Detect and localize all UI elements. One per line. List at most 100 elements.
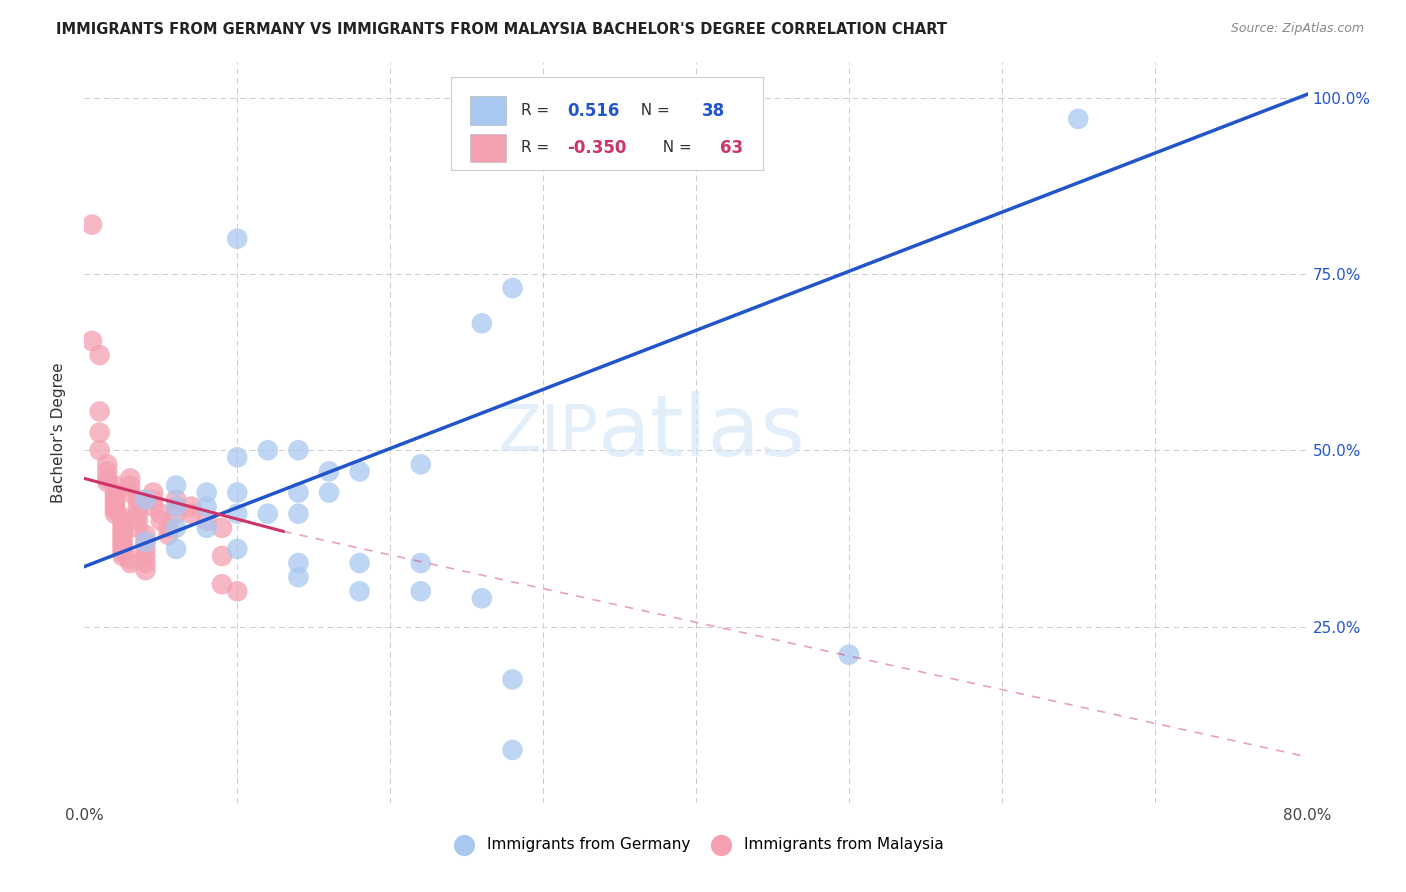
Point — [96, 464, 118, 478]
Point — [120, 552, 142, 566]
Text: R =: R = — [522, 140, 554, 155]
Point — [135, 492, 157, 507]
Point — [409, 556, 432, 570]
Point — [80, 334, 103, 348]
Point — [96, 458, 118, 472]
Point — [502, 743, 524, 757]
Point — [195, 514, 218, 528]
Text: -0.350: -0.350 — [568, 138, 627, 157]
Point — [111, 524, 134, 539]
Point — [135, 535, 157, 549]
Point — [226, 584, 249, 599]
Point — [471, 316, 494, 330]
Point — [120, 478, 142, 492]
Point — [120, 471, 142, 485]
Point — [111, 514, 134, 528]
Point — [89, 425, 111, 440]
Point — [135, 535, 157, 549]
Point — [502, 281, 524, 295]
Point — [195, 521, 218, 535]
Point — [135, 563, 157, 577]
Point — [149, 514, 172, 528]
Point — [502, 673, 524, 687]
Point — [104, 507, 127, 521]
FancyBboxPatch shape — [470, 96, 506, 125]
Point — [211, 577, 233, 591]
Point — [135, 541, 157, 556]
Point — [111, 532, 134, 546]
Text: Source: ZipAtlas.com: Source: ZipAtlas.com — [1230, 22, 1364, 36]
Text: 63: 63 — [720, 138, 744, 157]
Point — [195, 500, 218, 514]
Point — [127, 514, 149, 528]
Point — [142, 492, 165, 507]
Text: R =: R = — [522, 103, 554, 118]
Point — [104, 503, 127, 517]
Point — [287, 507, 309, 521]
Point — [142, 500, 165, 514]
Point — [111, 535, 134, 549]
Point — [104, 478, 127, 492]
Point — [180, 507, 202, 521]
Point — [257, 443, 280, 458]
Point — [471, 591, 494, 606]
Point — [157, 521, 180, 535]
Point — [287, 556, 309, 570]
Point — [104, 492, 127, 507]
Point — [111, 521, 134, 535]
Point — [180, 500, 202, 514]
Point — [104, 500, 127, 514]
Point — [135, 528, 157, 542]
Point — [257, 507, 280, 521]
Text: 38: 38 — [702, 102, 725, 120]
Point — [111, 545, 134, 559]
Point — [96, 471, 118, 485]
Point — [654, 140, 676, 154]
FancyBboxPatch shape — [470, 134, 506, 161]
Point — [349, 464, 371, 478]
Point — [838, 648, 860, 662]
Point — [409, 584, 432, 599]
Point — [89, 348, 111, 362]
Text: atlas: atlas — [598, 391, 806, 475]
Point — [111, 510, 134, 524]
Point — [89, 443, 111, 458]
Point — [165, 507, 187, 521]
Point — [165, 521, 187, 535]
Point — [135, 556, 157, 570]
Point — [127, 500, 149, 514]
Text: N =: N = — [654, 140, 697, 155]
Point — [111, 541, 134, 556]
Point — [111, 538, 134, 552]
Point — [165, 541, 187, 556]
Point — [226, 485, 249, 500]
Point — [89, 404, 111, 418]
Point — [165, 500, 187, 514]
Point — [226, 541, 249, 556]
Point — [195, 485, 218, 500]
Text: IMMIGRANTS FROM GERMANY VS IMMIGRANTS FROM MALAYSIA BACHELOR'S DEGREE CORRELATIO: IMMIGRANTS FROM GERMANY VS IMMIGRANTS FR… — [56, 22, 948, 37]
Point — [127, 521, 149, 535]
Point — [211, 521, 233, 535]
Point — [104, 485, 127, 500]
Point — [80, 218, 103, 232]
Point — [127, 492, 149, 507]
Point — [226, 232, 249, 246]
Point — [349, 584, 371, 599]
Point — [287, 443, 309, 458]
Point — [226, 507, 249, 521]
Point — [104, 489, 127, 503]
Point — [1067, 112, 1090, 126]
FancyBboxPatch shape — [451, 78, 763, 169]
Point — [318, 464, 340, 478]
Text: N =: N = — [631, 103, 675, 118]
Point — [287, 485, 309, 500]
Point — [165, 492, 187, 507]
Point — [211, 549, 233, 563]
Point — [111, 528, 134, 542]
Point — [111, 517, 134, 532]
Point — [127, 507, 149, 521]
Point — [142, 485, 165, 500]
Text: 0.516: 0.516 — [568, 102, 620, 120]
Point — [157, 528, 180, 542]
